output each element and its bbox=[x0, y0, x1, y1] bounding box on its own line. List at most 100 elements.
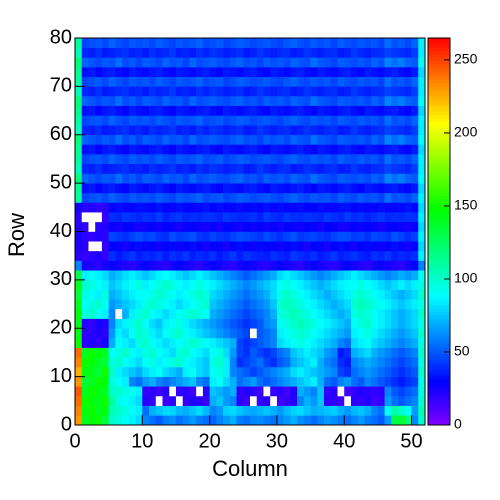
cell bbox=[122, 289, 130, 300]
color-bar-step bbox=[428, 54, 450, 58]
cell bbox=[391, 250, 399, 261]
cell bbox=[88, 289, 96, 300]
cell bbox=[384, 67, 392, 77]
cell bbox=[196, 386, 204, 397]
cell bbox=[411, 134, 419, 145]
cell bbox=[88, 57, 96, 68]
cell bbox=[330, 202, 338, 213]
cell bbox=[115, 289, 123, 300]
cell bbox=[283, 357, 291, 368]
cell bbox=[223, 337, 231, 348]
cell bbox=[135, 337, 143, 348]
cell bbox=[75, 357, 83, 368]
cell bbox=[223, 154, 231, 165]
cell bbox=[398, 38, 406, 48]
cell bbox=[75, 125, 83, 136]
cell bbox=[88, 260, 96, 271]
cell bbox=[95, 47, 103, 58]
cell bbox=[243, 144, 251, 155]
color-bar-step bbox=[428, 176, 450, 181]
cell bbox=[162, 405, 170, 416]
cell bbox=[182, 337, 190, 348]
cell bbox=[149, 347, 157, 358]
cell bbox=[250, 163, 258, 174]
cell bbox=[75, 241, 83, 252]
cell bbox=[398, 279, 406, 290]
cell bbox=[95, 86, 103, 97]
color-bar-step bbox=[428, 347, 450, 352]
cell bbox=[371, 386, 379, 397]
cell bbox=[398, 386, 406, 397]
cell bbox=[128, 405, 136, 416]
cell bbox=[303, 105, 311, 116]
cell bbox=[303, 96, 311, 107]
cell bbox=[391, 366, 399, 377]
cell bbox=[324, 395, 332, 406]
cell bbox=[196, 173, 204, 184]
cell bbox=[337, 395, 345, 406]
cell bbox=[162, 163, 170, 174]
cell bbox=[364, 115, 372, 126]
cell bbox=[263, 328, 271, 339]
cell bbox=[149, 86, 157, 97]
cell bbox=[371, 134, 379, 145]
cell bbox=[223, 163, 231, 174]
cell bbox=[115, 105, 123, 116]
cell bbox=[175, 96, 183, 107]
cell bbox=[357, 183, 365, 194]
cell bbox=[162, 415, 170, 426]
cell bbox=[317, 308, 325, 319]
cell bbox=[283, 96, 291, 107]
cell bbox=[250, 76, 258, 87]
color-bar-step bbox=[428, 312, 450, 316]
cell bbox=[317, 38, 325, 48]
cell bbox=[317, 125, 325, 136]
cell bbox=[350, 212, 358, 223]
cell bbox=[209, 202, 217, 213]
cell bbox=[216, 318, 224, 329]
cell bbox=[263, 279, 271, 290]
cell bbox=[250, 347, 258, 358]
cell bbox=[344, 163, 352, 174]
cell bbox=[209, 67, 217, 77]
cell bbox=[115, 192, 123, 203]
cell bbox=[149, 328, 157, 339]
cell bbox=[344, 241, 352, 252]
cell bbox=[162, 231, 170, 242]
cell bbox=[216, 376, 224, 387]
cell bbox=[189, 96, 197, 107]
cell bbox=[122, 337, 130, 348]
cell bbox=[209, 192, 217, 203]
cell bbox=[115, 76, 123, 87]
cell bbox=[149, 38, 157, 48]
cell bbox=[216, 183, 224, 194]
cell bbox=[81, 173, 89, 184]
cell bbox=[169, 76, 177, 87]
cell bbox=[283, 154, 291, 165]
cell bbox=[175, 202, 183, 213]
cell bbox=[398, 318, 406, 329]
cell bbox=[142, 86, 150, 97]
cell bbox=[350, 38, 358, 48]
cell bbox=[384, 260, 392, 271]
cell bbox=[303, 250, 311, 261]
cell bbox=[297, 144, 305, 155]
cell bbox=[263, 173, 271, 184]
cell bbox=[108, 47, 116, 58]
cell bbox=[182, 163, 190, 174]
cell bbox=[283, 250, 291, 261]
cell bbox=[250, 328, 258, 339]
cell bbox=[377, 86, 385, 97]
cell bbox=[95, 183, 103, 194]
cell bbox=[250, 183, 258, 194]
color-bar-step bbox=[428, 205, 450, 210]
cell bbox=[155, 299, 163, 310]
cell bbox=[303, 221, 311, 232]
cell bbox=[149, 173, 157, 184]
cell bbox=[81, 279, 89, 290]
cell bbox=[418, 144, 426, 155]
cell bbox=[88, 38, 96, 48]
cell bbox=[404, 183, 412, 194]
cell bbox=[357, 76, 365, 87]
color-bar-step bbox=[428, 273, 450, 278]
